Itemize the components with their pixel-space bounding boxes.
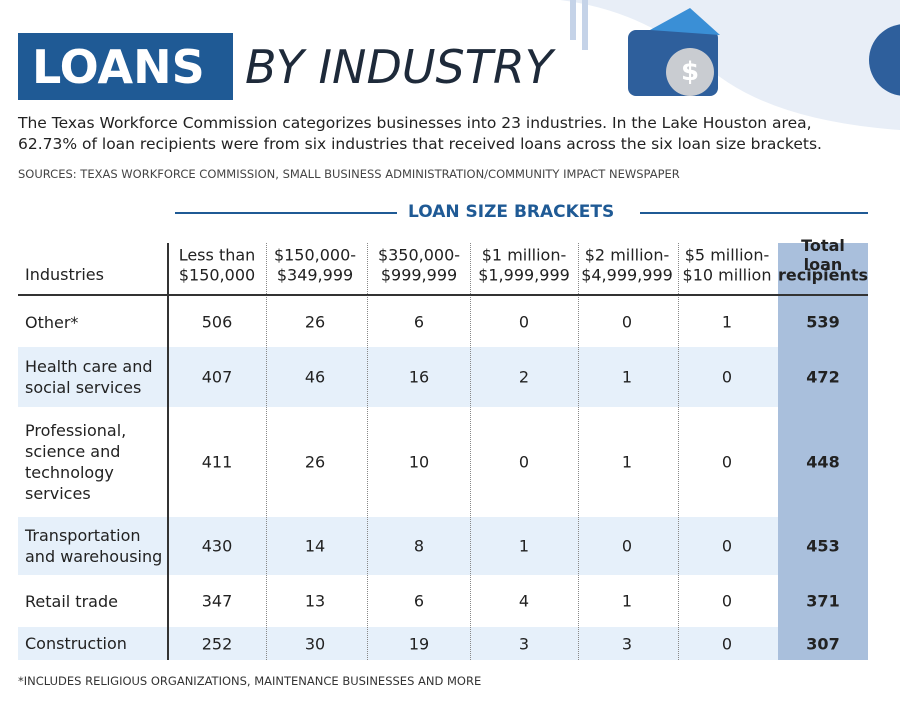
cell: 0 (721, 634, 733, 653)
cell: 26 (304, 452, 326, 472)
cell: 371 (806, 591, 840, 611)
row-label: science and (25, 442, 121, 461)
cell: 14 (304, 536, 326, 556)
cell: 430 (201, 536, 233, 556)
cell: 46 (304, 367, 326, 387)
sources: SOURCES: TEXAS WORKFORCE COMMISSION, SMA… (18, 167, 680, 181)
column-header: recipients (777, 265, 869, 285)
cell: 4 (518, 591, 530, 611)
column-divider (266, 243, 267, 660)
column-header: $4,999,999 (581, 265, 673, 285)
row-band (18, 517, 778, 575)
title-box (18, 33, 233, 100)
column-header: $1,999,999 (478, 265, 570, 285)
cell: 16 (408, 367, 430, 387)
column-header: $5 million- (684, 245, 770, 265)
cell: 1 (621, 367, 633, 387)
column-header: Industries (25, 265, 104, 284)
row-label: and warehousing (25, 547, 163, 566)
column-header: $2 million- (584, 245, 670, 265)
cell: 0 (721, 591, 733, 611)
column-header: $999,999 (380, 265, 458, 285)
cell: 6 (413, 591, 425, 611)
cell: 1 (621, 452, 633, 472)
column-header: Total loan (801, 236, 845, 274)
cell: 8 (413, 536, 425, 556)
cell: 0 (621, 312, 633, 332)
cell: 411 (201, 452, 233, 472)
row-label: Construction (25, 634, 127, 653)
cell: 0 (721, 452, 733, 472)
cell: 1 (621, 591, 633, 611)
column-divider (678, 243, 679, 660)
cell: 453 (806, 536, 840, 556)
column-header: $1 million- (481, 245, 567, 265)
cell: 1 (721, 312, 733, 332)
column-header: $350,000- (377, 245, 461, 265)
cell: 3 (621, 634, 633, 653)
cell: 6 (413, 312, 425, 332)
cell: 347 (201, 591, 233, 611)
row-label: Retail trade (25, 591, 118, 611)
cell: 0 (621, 536, 633, 556)
cell: 13 (304, 591, 326, 611)
cell: 1 (518, 536, 530, 556)
cell: 307 (806, 634, 840, 653)
cell: 3 (518, 634, 530, 653)
footnote: *INCLUDES RELIGIOUS ORGANIZATIONS, MAINT… (18, 674, 482, 688)
column-header: Less than (178, 245, 256, 265)
cell: 0 (518, 452, 530, 472)
cell: 407 (201, 367, 233, 387)
group-header: LOAN SIZE BRACKETS (408, 202, 615, 222)
description-line: 62.73% of loan recipients were from six … (18, 135, 822, 153)
cell: 506 (201, 312, 233, 332)
row-label: services (25, 484, 91, 503)
rule (175, 212, 397, 214)
cell: 0 (721, 536, 733, 556)
row-band (18, 627, 778, 660)
cell: 30 (304, 634, 326, 653)
column-header: $349,999 (276, 265, 354, 285)
description-line: The Texas Workforce Commission categoriz… (18, 114, 812, 132)
rule (640, 212, 868, 214)
cell: 0 (721, 367, 733, 387)
column-divider (578, 243, 579, 660)
column-header: $10 million (682, 265, 772, 285)
column-divider (470, 243, 471, 660)
cell: 252 (201, 634, 233, 653)
description: The Texas Workforce Commission categoriz… (18, 113, 822, 155)
row-label: technology (25, 463, 114, 482)
cell: 539 (806, 312, 840, 332)
title-text: BY INDUSTRY (245, 40, 553, 94)
row-label: Other* (25, 312, 79, 332)
column-header: $150,000 (178, 265, 256, 285)
cell: 10 (408, 452, 430, 472)
title-box-text: LOANS (32, 40, 205, 94)
cell: 448 (806, 452, 840, 472)
cell: 472 (806, 367, 840, 387)
row-label: Health care and (25, 357, 153, 376)
row-label: Professional, (25, 421, 127, 440)
row-band (18, 347, 778, 407)
row-divider (167, 243, 169, 660)
cell: 19 (408, 634, 430, 653)
cell: 26 (304, 312, 326, 332)
cell: 2 (518, 367, 530, 387)
column-divider (367, 243, 368, 660)
cell: 0 (518, 312, 530, 332)
total-column-band (778, 243, 868, 660)
row-label: social services (25, 378, 142, 397)
header-rule (18, 294, 868, 296)
svg-text:$: $ (681, 57, 699, 87)
column-header: $150,000- (273, 245, 357, 265)
row-label: Transportation (25, 526, 141, 545)
